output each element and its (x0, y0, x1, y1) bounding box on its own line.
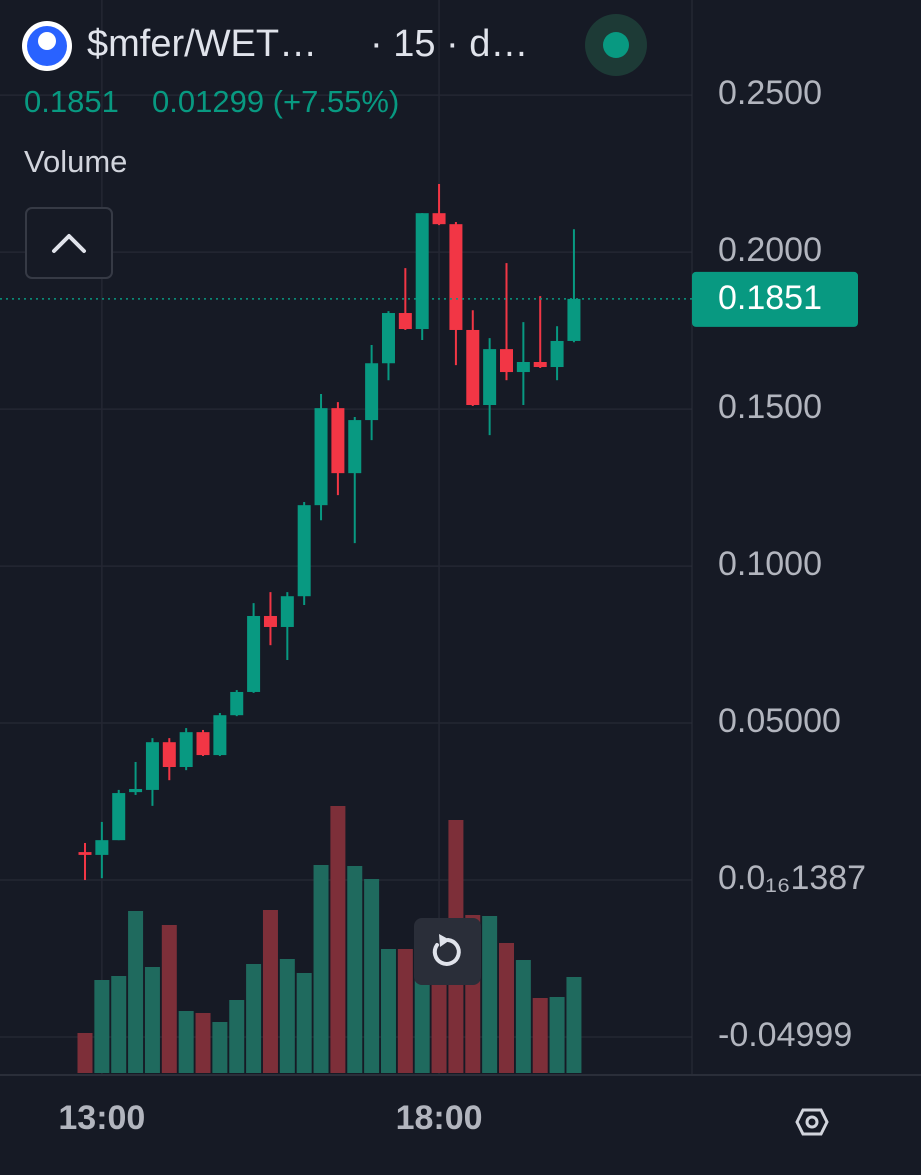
volume-bar (330, 806, 346, 1073)
y-tick-label: 0.2000 (718, 231, 822, 269)
candle-body (230, 691, 244, 716)
candle-body (516, 361, 530, 373)
interval: · 15 · d… (370, 23, 528, 65)
volume-bar (161, 925, 177, 1073)
candle-body (398, 313, 412, 330)
symbol: $mfer/WET… (87, 23, 317, 65)
candle-body (112, 793, 126, 841)
volume-bar (144, 967, 160, 1073)
settings-icon (805, 1115, 819, 1129)
last-price-label: 0.1851 (718, 279, 822, 317)
volume-bar (431, 960, 447, 1073)
candle-layer (78, 183, 581, 881)
chevron-icon (52, 234, 86, 253)
candle-body (213, 715, 227, 756)
candle-body (247, 615, 261, 692)
candle-body (415, 213, 429, 330)
volume-bar (549, 997, 565, 1073)
candle-body (567, 298, 581, 341)
status-dot (603, 32, 629, 58)
candle-body (196, 732, 210, 756)
volume-bar (229, 1000, 245, 1073)
volume-bar (77, 1033, 93, 1073)
volume-layer (77, 806, 582, 1073)
volume-bar (380, 949, 396, 1073)
header-price: 0.1851 (24, 84, 119, 119)
volume-bar (397, 949, 413, 1073)
x-tick-label: 18:00 (396, 1099, 483, 1137)
volume-bar (128, 911, 144, 1073)
collapse-button[interactable] (25, 207, 113, 279)
settings-button[interactable] (795, 1108, 829, 1136)
reset-icon (439, 934, 450, 947)
candle-body (280, 596, 294, 627)
symbol-logo (38, 32, 56, 50)
volume-bar (94, 980, 110, 1073)
candle-body (483, 349, 497, 406)
y-tick-label: 0.1000 (718, 545, 822, 583)
volume-bar (178, 1011, 194, 1073)
volume-bar (296, 973, 312, 1073)
candle-body (500, 349, 513, 373)
y-tick-label: 0.0₁₆1387 (718, 859, 866, 897)
candle-body (263, 615, 277, 627)
candle-body (297, 505, 311, 597)
x-tick-label: 13:00 (58, 1099, 145, 1137)
volume-bar (195, 1013, 211, 1073)
candle-body (331, 408, 345, 474)
candle-body (550, 340, 564, 368)
volume-bar (212, 1022, 228, 1073)
candle-body (78, 852, 92, 855)
last-price: 0.1851 (0, 271, 858, 327)
volume-bar (279, 959, 295, 1073)
candle-body (432, 213, 446, 225)
volume-bar (515, 960, 531, 1073)
candle-body (348, 420, 362, 474)
candle-body (449, 224, 463, 330)
volume-bar (482, 916, 498, 1073)
volume-bar (499, 943, 514, 1073)
header-change: 0.01299 (+7.55%) (152, 84, 399, 119)
volume-bar (566, 977, 582, 1073)
x-axis: 13:00 18:00 (58, 1099, 482, 1137)
volume-bar (111, 976, 127, 1073)
candle-body (95, 840, 109, 855)
candle-body (381, 313, 395, 364)
y-tick-label: 0.05000 (718, 702, 841, 740)
candle-body (179, 732, 193, 768)
candle-body (314, 408, 328, 506)
candle-body (466, 329, 480, 406)
volume-bar (347, 866, 363, 1073)
volume-bar (414, 960, 430, 1073)
candle-body (533, 361, 547, 368)
volume-bar (364, 879, 380, 1073)
candle-body (162, 742, 176, 768)
volume-bar (262, 910, 278, 1073)
y-tick-label: 0.1500 (718, 388, 822, 426)
volume-label: Volume (24, 144, 127, 179)
volume-bar (532, 998, 548, 1073)
volume-bar (246, 964, 262, 1073)
y-tick-label: 0.2500 (718, 74, 822, 112)
reset-button[interactable] (414, 918, 481, 985)
candle-body (365, 363, 379, 421)
candle-body (129, 788, 143, 793)
y-tick-label: -0.04999 (718, 1016, 852, 1054)
volume-bar (313, 865, 329, 1073)
y-axis: 0.2500 0.2000 0.1500 0.1000 0.05000 0.0₁₆1387… (718, 74, 866, 1054)
reset-icon (432, 938, 461, 966)
last-price-tag (692, 271, 858, 327)
candle-body (145, 742, 159, 790)
